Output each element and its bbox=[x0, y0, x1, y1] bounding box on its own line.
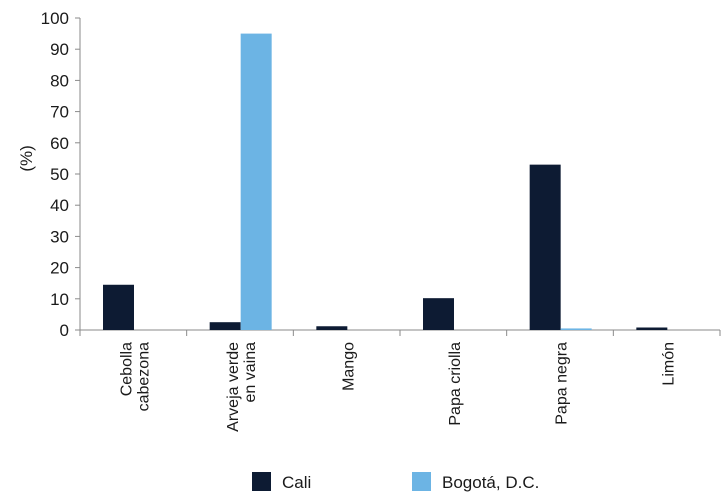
legend: Cali Bogotá, D.C. bbox=[252, 472, 539, 492]
category-label: en vaina bbox=[242, 342, 259, 403]
bars bbox=[103, 33, 668, 330]
y-tick-label: 40 bbox=[50, 196, 69, 215]
y-tick-label: 70 bbox=[50, 103, 69, 122]
y-tick-label: 10 bbox=[50, 290, 69, 309]
y-tick-label: 100 bbox=[41, 9, 69, 28]
bar-cali-3 bbox=[423, 298, 454, 330]
category-label: Papa criolla bbox=[447, 342, 464, 426]
bar-cali-1 bbox=[209, 322, 241, 330]
category-label: Papa negra bbox=[554, 342, 571, 425]
legend-swatch-cali bbox=[252, 472, 271, 491]
y-tick-label: 0 bbox=[60, 321, 69, 340]
category-label: cabezona bbox=[136, 342, 153, 411]
category-label: Cebolla bbox=[119, 342, 136, 396]
bar-bogota-4 bbox=[560, 328, 592, 330]
legend-label-bogota: Bogotá, D.C. bbox=[442, 473, 539, 492]
category-labels: Cebolla cabezona Arveja verde en vaina Mango… bbox=[119, 342, 678, 432]
bar-cali-4 bbox=[529, 164, 561, 330]
bar-cali-0 bbox=[103, 284, 134, 330]
y-tick-label: 80 bbox=[50, 71, 69, 90]
y-tick-label: 50 bbox=[50, 165, 69, 184]
x-axis bbox=[79, 329, 721, 336]
category-label: Arveja verde bbox=[225, 342, 242, 432]
bar-cali-5 bbox=[636, 327, 668, 330]
category-label: Mango bbox=[340, 342, 357, 391]
y-tick-label: 60 bbox=[50, 134, 69, 153]
y-tick-label: 30 bbox=[50, 227, 69, 246]
bar-cali-2 bbox=[316, 326, 348, 330]
y-axis-label: (%) bbox=[17, 145, 36, 171]
y-tick-label: 90 bbox=[50, 40, 69, 59]
legend-label-cali: Cali bbox=[282, 473, 311, 492]
category-label: Limón bbox=[660, 342, 677, 386]
bar-bogota-1 bbox=[240, 33, 272, 330]
legend-swatch-bogota bbox=[412, 472, 431, 491]
y-tick-label: 20 bbox=[50, 259, 69, 278]
y-axis: 0 10 20 30 40 50 60 70 80 90 100 bbox=[41, 9, 81, 340]
